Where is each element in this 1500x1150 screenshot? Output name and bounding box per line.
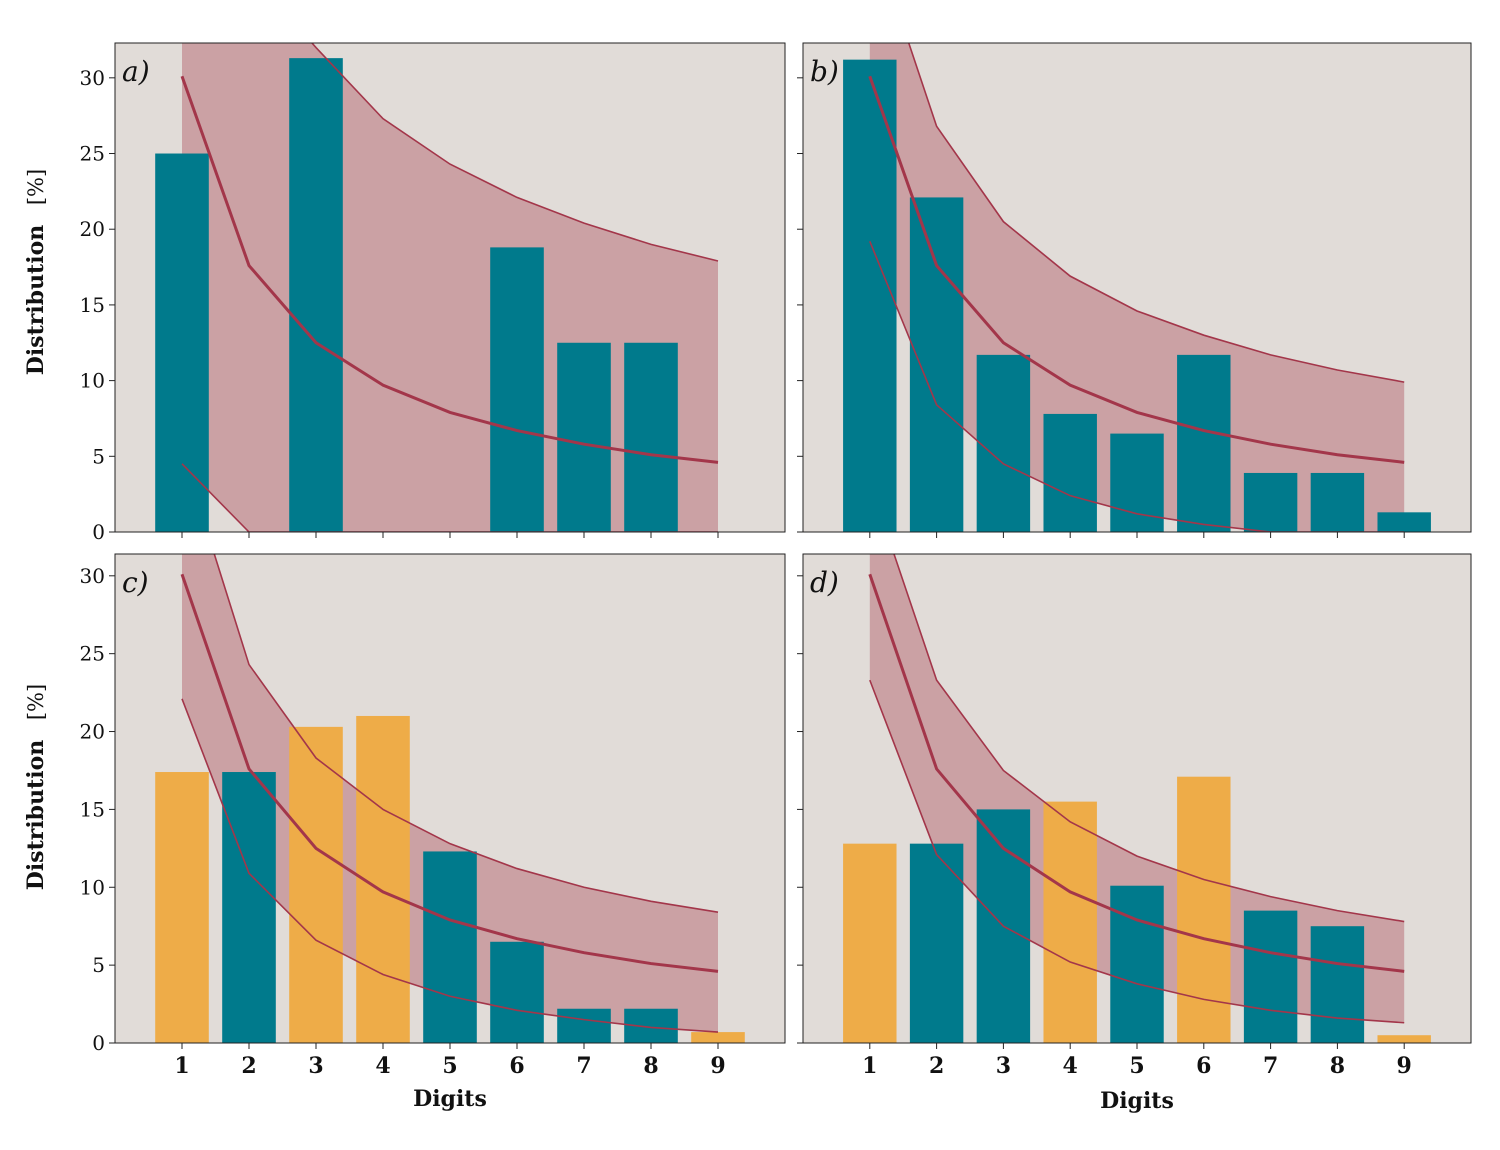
bar-digit-1 — [843, 59, 897, 532]
bar-digit-3 — [289, 58, 343, 532]
panel-label: a) — [122, 55, 150, 88]
bar-digit-7 — [557, 1008, 611, 1043]
ytick-label: 15 — [80, 797, 105, 821]
panel-b: b) — [797, 42, 1472, 538]
xtick-label: 8 — [1330, 1053, 1345, 1079]
bar-digit-4 — [1043, 801, 1097, 1043]
bar-digit-9 — [1377, 1035, 1431, 1043]
xtick-label: 6 — [1196, 1053, 1211, 1079]
bar-digit-4 — [1043, 413, 1097, 532]
xtick-label: 2 — [241, 1053, 256, 1079]
xtick-label: 9 — [1397, 1053, 1412, 1079]
ytick-label: 0 — [92, 520, 105, 544]
panel-label: c) — [122, 566, 149, 599]
bar-digit-7 — [1243, 910, 1298, 1043]
xtick-label: 7 — [576, 1053, 591, 1079]
benford-line — [868, 573, 1405, 973]
bar-digit-1 — [155, 772, 209, 1043]
xtick-label: 4 — [1063, 1053, 1078, 1079]
ytick-label: 10 — [80, 875, 105, 899]
xtick-label: 3 — [996, 1053, 1011, 1079]
bar-digit-2 — [909, 197, 964, 532]
xtick-label: 8 — [643, 1053, 658, 1079]
xtick-label: 4 — [375, 1053, 390, 1079]
bar-digit-5 — [1110, 433, 1164, 532]
y-axis-unit: [%] — [24, 684, 48, 720]
bar-digit-8 — [1310, 472, 1365, 532]
bar-digit-7 — [557, 342, 611, 532]
benford-line — [868, 75, 1405, 464]
bar-digit-6 — [490, 941, 544, 1043]
ytick-label: 20 — [80, 217, 105, 241]
bar-digit-1 — [843, 843, 897, 1043]
ytick-label: 5 — [92, 953, 105, 977]
ytick-label: 0 — [92, 1031, 105, 1055]
panel-a: 0 5 10 15 20 25 30 a) Distribution [%] — [23, 42, 786, 544]
xtick-label: 5 — [1129, 1053, 1144, 1079]
bar-digit-3 — [289, 726, 343, 1043]
bar-digit-8 — [624, 342, 678, 532]
bar-digit-1 — [155, 153, 209, 532]
bar-digit-2 — [222, 772, 276, 1043]
ytick-label: 20 — [80, 720, 105, 744]
bar-digit-8 — [1310, 926, 1365, 1043]
x-axis-title: Digits — [413, 1086, 487, 1112]
x-axis-title: Digits — [1100, 1088, 1174, 1114]
xtick-label: 1 — [862, 1053, 877, 1079]
band-lower-line — [181, 698, 719, 1033]
ytick-label: 25 — [80, 142, 105, 166]
xtick-label: 1 — [174, 1053, 189, 1079]
xtick-label: 2 — [929, 1053, 944, 1079]
bar-digit-3 — [976, 354, 1031, 532]
xtick-label: 3 — [308, 1053, 323, 1079]
bar-digit-2 — [909, 843, 964, 1043]
benford-line — [180, 573, 719, 973]
ytick-label: 30 — [80, 66, 105, 90]
ytick-label: 5 — [92, 444, 105, 468]
bar-digit-5 — [1110, 885, 1164, 1043]
ytick-label: 30 — [80, 564, 105, 588]
plot-area — [155, 43, 719, 532]
panel-c: 0 5 10 15 20 25 30 1 2 3 4 5 6 7 8 9 c) Distribution [%] Di… — [23, 553, 786, 1112]
band-upper-line — [907, 43, 1405, 383]
ytick-label: 15 — [80, 293, 105, 317]
xtick-label: 7 — [1263, 1053, 1278, 1079]
bar-digit-9 — [1377, 512, 1431, 532]
ytick-label: 10 — [80, 369, 105, 393]
band-upper-line — [893, 554, 1405, 923]
bar-digit-9 — [691, 1032, 745, 1043]
plot-area — [843, 43, 1431, 532]
panel-label: d) — [810, 566, 839, 599]
bar-digit-5 — [423, 851, 477, 1043]
plot-area — [155, 554, 745, 1043]
band-upper-line — [213, 554, 719, 913]
band-lower-line — [869, 679, 1405, 1024]
bar-digit-6 — [1177, 354, 1231, 532]
panel-label: b) — [810, 55, 839, 88]
band-upper-line — [310, 43, 719, 262]
y-axis-unit: [%] — [24, 169, 48, 205]
xtick-label: 6 — [509, 1053, 524, 1079]
y-axis-title: Distribution — [23, 740, 49, 891]
bar-digit-6 — [490, 247, 544, 532]
band-lower-line — [869, 241, 1405, 532]
ytick-label: 25 — [80, 642, 105, 666]
bar-digit-7 — [1243, 472, 1298, 532]
xtick-label: 9 — [710, 1053, 725, 1079]
panel-d: 1 2 3 4 5 6 7 8 9 d) Digits — [797, 553, 1472, 1114]
benford-line — [180, 75, 719, 464]
plot-area — [843, 554, 1431, 1043]
xtick-label: 5 — [442, 1053, 457, 1079]
y-axis-title: Distribution — [23, 225, 49, 376]
